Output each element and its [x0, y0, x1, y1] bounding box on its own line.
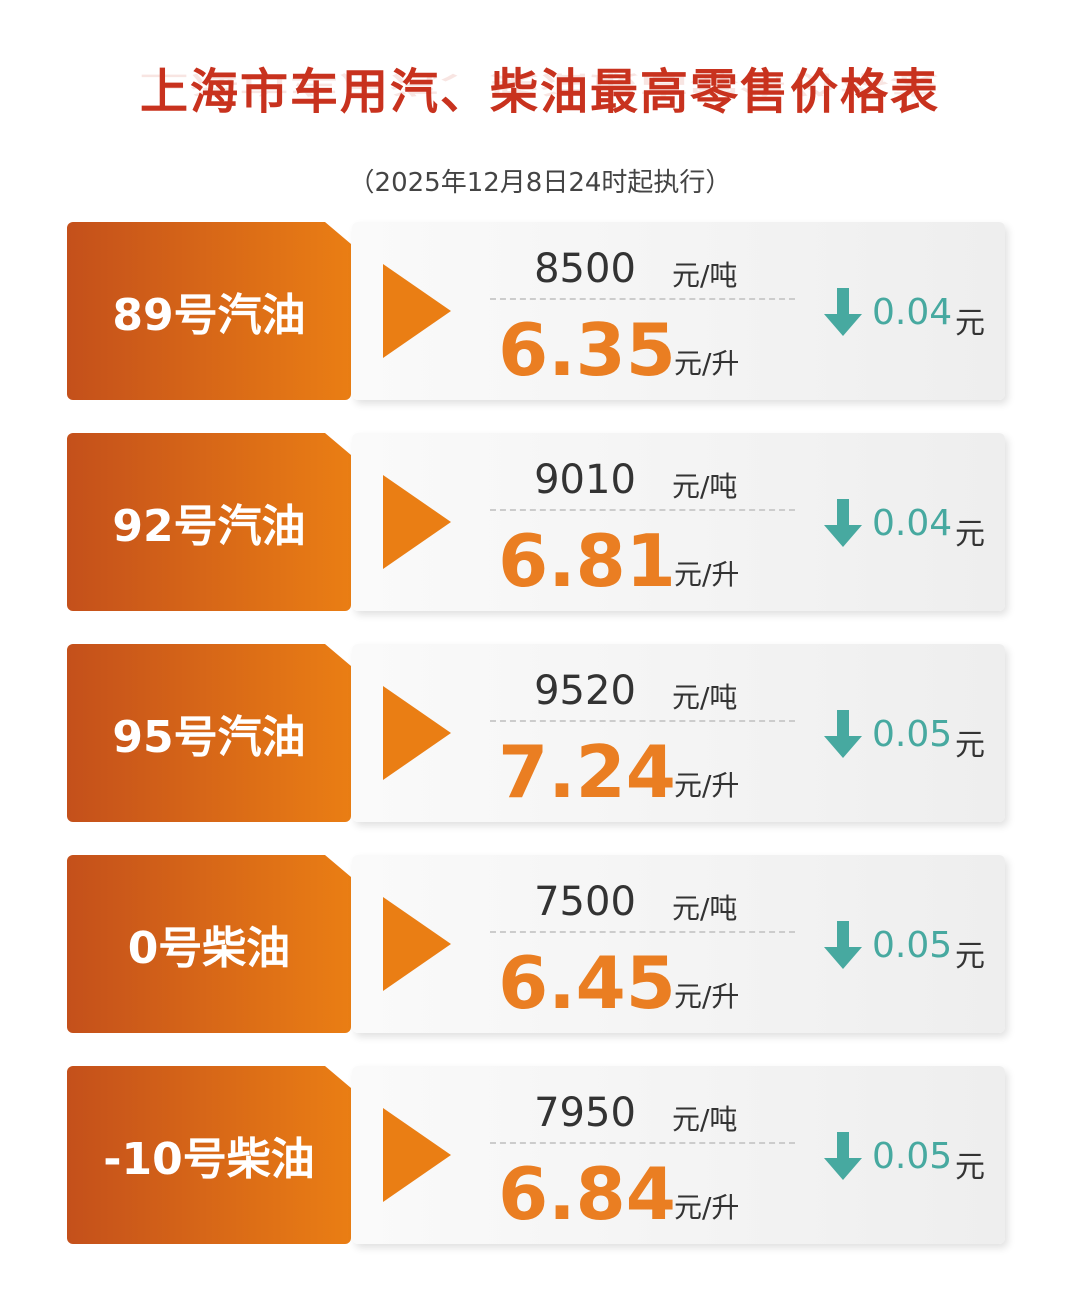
price-card — [352, 222, 1005, 400]
pointer-triangle — [383, 686, 451, 780]
subtitle: （2025年12月8日24时起执行） — [348, 168, 732, 198]
liter-unit: 元/升 — [674, 558, 740, 591]
price-per-liter: 6.81 — [498, 519, 676, 603]
down-arrow — [824, 499, 862, 547]
title-reflection: 上海市车用汽、柴油最高零售价格表 — [139, 70, 940, 98]
change-unit: 元 — [955, 1150, 985, 1185]
pointer-triangle — [383, 475, 451, 569]
pointer-triangle — [383, 897, 451, 991]
price-per-liter: 6.45 — [498, 941, 676, 1025]
price-change: 0.05 — [872, 925, 953, 966]
down-arrow — [824, 921, 862, 969]
title: 上海市车用汽、柴油最高零售价格表 — [139, 64, 940, 120]
price-per-ton: 7950 — [534, 1090, 636, 1136]
price-per-ton: 9520 — [534, 668, 636, 714]
price-per-ton: 8500 — [534, 246, 636, 292]
price-card — [352, 855, 1005, 1033]
liter-unit: 元/升 — [674, 1191, 740, 1224]
divider — [490, 1142, 795, 1144]
divider — [490, 931, 795, 933]
liter-unit: 元/升 — [674, 980, 740, 1013]
fuel-label: 0号柴油 — [67, 855, 351, 1033]
down-arrow — [824, 710, 862, 758]
pointer-triangle — [383, 1108, 451, 1202]
price-change: 0.04 — [872, 292, 953, 333]
change-unit: 元 — [955, 306, 985, 341]
price-card — [352, 433, 1005, 611]
down-arrow — [824, 288, 862, 336]
divider — [490, 509, 795, 511]
price-per-liter: 6.84 — [498, 1152, 676, 1236]
price-per-liter: 7.24 — [498, 730, 676, 814]
divider — [490, 298, 795, 300]
price-per-ton: 9010 — [534, 457, 636, 503]
price-change: 0.05 — [872, 1136, 953, 1177]
pointer-triangle — [383, 264, 451, 358]
price-per-liter: 6.35 — [498, 308, 676, 392]
fuel-label: -10号柴油 — [67, 1066, 351, 1244]
fuel-label: 89号汽油 — [67, 222, 351, 400]
change-unit: 元 — [955, 939, 985, 974]
change-unit: 元 — [955, 728, 985, 763]
price-per-ton: 7500 — [534, 879, 636, 925]
ton-unit: 元/吨 — [672, 681, 738, 714]
change-unit: 元 — [955, 517, 985, 552]
ton-unit: 元/吨 — [672, 892, 738, 925]
price-change: 0.05 — [872, 714, 953, 755]
price-card — [352, 644, 1005, 822]
price-change: 0.04 — [872, 503, 953, 544]
liter-unit: 元/升 — [674, 769, 740, 802]
price-card — [352, 1066, 1005, 1244]
fuel-label: 95号汽油 — [67, 644, 351, 822]
ton-unit: 元/吨 — [672, 470, 738, 503]
liter-unit: 元/升 — [674, 347, 740, 380]
ton-unit: 元/吨 — [672, 259, 738, 292]
divider — [490, 720, 795, 722]
fuel-label: 92号汽油 — [67, 433, 351, 611]
ton-unit: 元/吨 — [672, 1103, 738, 1136]
down-arrow — [824, 1132, 862, 1180]
